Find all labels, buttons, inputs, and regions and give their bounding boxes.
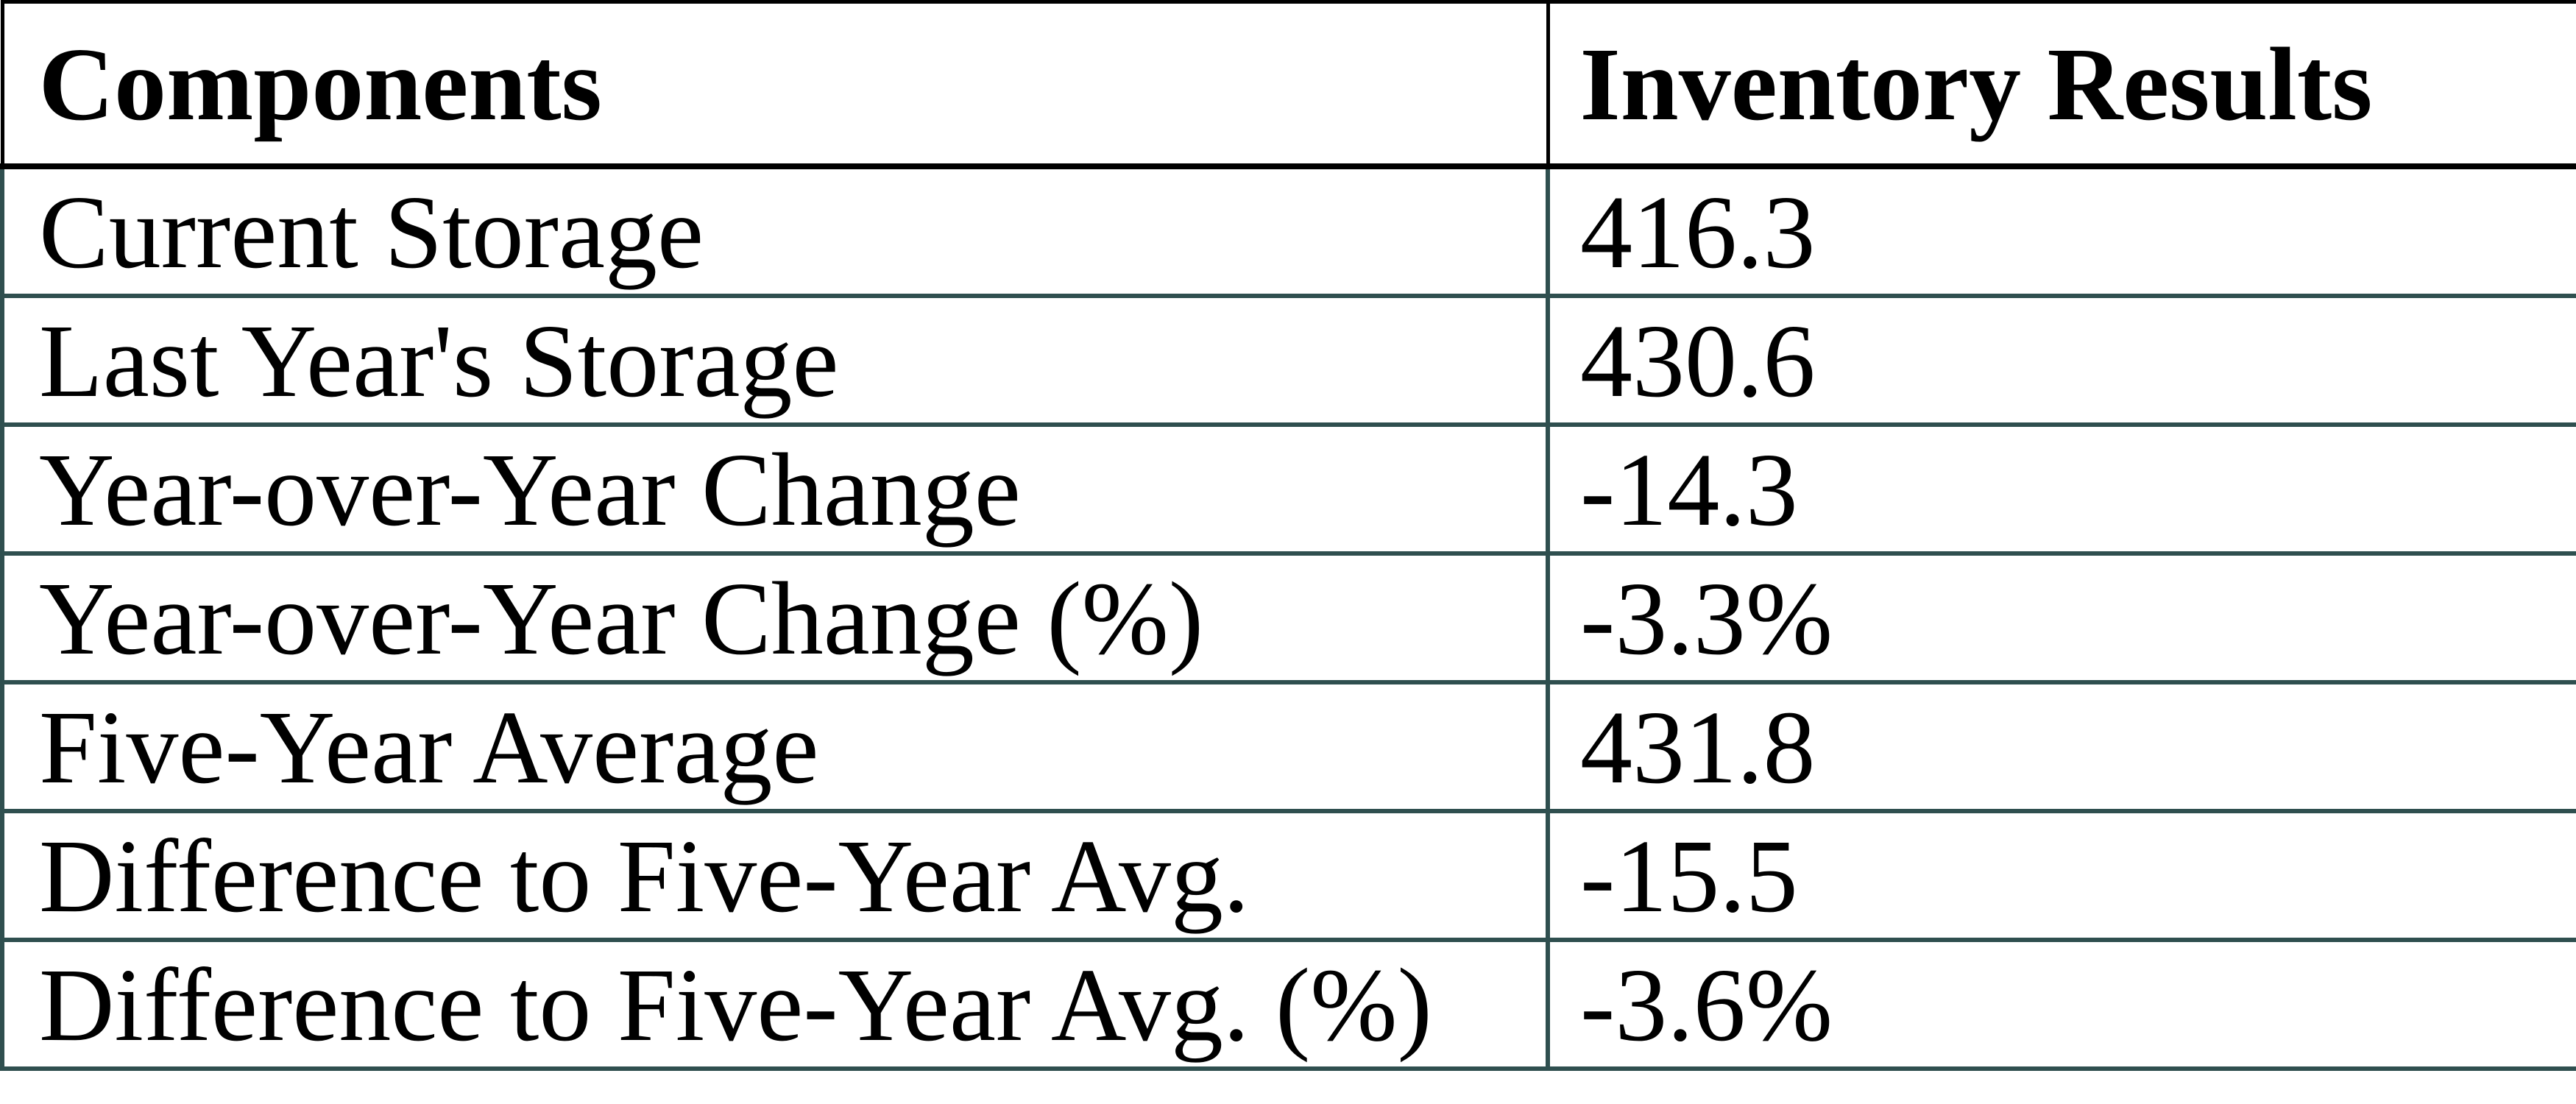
components-header-cell: Components [0,0,1550,169]
value-cell: 416.3 [1546,164,2576,298]
header-row: Components Inventory Results [0,0,2576,169]
table-row-diff-five-year-avg: Difference to Five-Year Avg. -15.5 [0,809,2576,942]
table-row-current-storage: Current Storage 416.3 [0,164,2576,298]
value-cell: -14.3 [1546,422,2576,556]
component-cell: Year-over-Year Change (%) [0,551,1550,684]
inventory-table: Components Inventory Results Current Sto… [0,0,2576,1071]
component-cell: Five-Year Average [0,680,1550,813]
table-body: Current Storage 416.3 Last Year's Storag… [0,164,2576,1071]
inventory-results-header-cell: Inventory Results [1546,0,2576,169]
component-cell: Difference to Five-Year Avg. [0,809,1550,942]
table-row-five-year-average: Five-Year Average 431.8 [0,680,2576,813]
value-cell: -3.6% [1546,938,2576,1071]
table-row-yoy-change: Year-over-Year Change -14.3 [0,422,2576,556]
value-cell: 430.6 [1546,294,2576,427]
table-row-yoy-change-pct: Year-over-Year Change (%) -3.3% [0,551,2576,684]
value-cell: -15.5 [1546,809,2576,942]
value-cell: 431.8 [1546,680,2576,813]
component-cell: Current Storage [0,164,1550,298]
component-cell: Year-over-Year Change [0,422,1550,556]
table-row-diff-five-year-avg-pct: Difference to Five-Year Avg. (%) -3.6% [0,938,2576,1071]
component-cell: Last Year's Storage [0,294,1550,427]
table-header: Components Inventory Results [0,0,2576,169]
value-cell: -3.3% [1546,551,2576,684]
table-row-last-years-storage: Last Year's Storage 430.6 [0,294,2576,427]
component-cell: Difference to Five-Year Avg. (%) [0,938,1550,1071]
